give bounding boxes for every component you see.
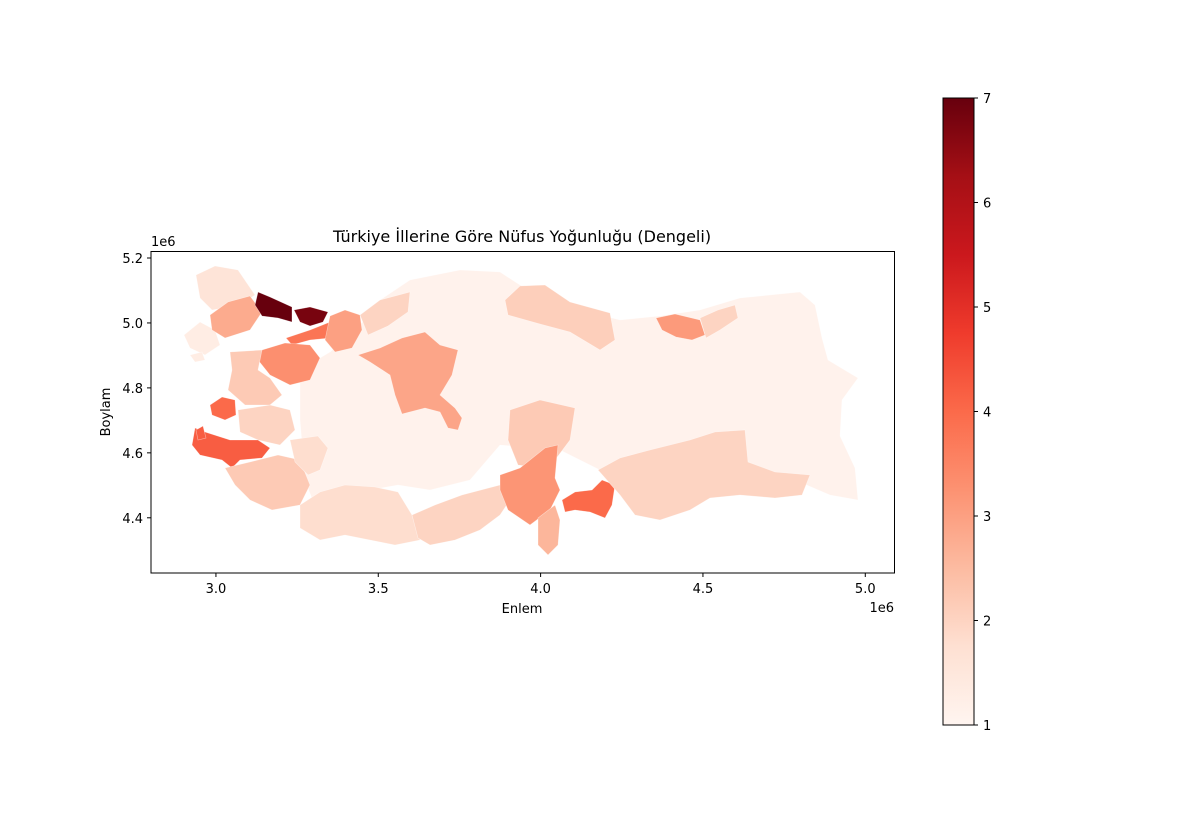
colorbar-tick-label: 2 bbox=[983, 615, 991, 630]
region-istanbul-east bbox=[293, 306, 329, 327]
colorbar-tick-label: 3 bbox=[983, 510, 991, 525]
region-gaziantep bbox=[561, 479, 616, 519]
x-tick-label: 4.0 bbox=[530, 582, 551, 597]
colorbar-ticks: 1 2 3 4 5 6 7 bbox=[974, 92, 991, 734]
colorbar-gradient bbox=[942, 97, 975, 726]
y-tick-label: 4.8 bbox=[122, 382, 143, 397]
y-axis-label: Boylam bbox=[99, 388, 114, 437]
x-tick-label: 3.5 bbox=[368, 582, 389, 597]
region-izmir bbox=[191, 427, 271, 469]
y-tick-label: 5.0 bbox=[122, 317, 143, 332]
y-offset-label: 1e6 bbox=[151, 235, 176, 250]
y-tick-label: 5.2 bbox=[122, 252, 143, 267]
y-tick-label: 4.6 bbox=[122, 447, 143, 462]
region-izmir-north bbox=[209, 396, 237, 421]
region-trabzon bbox=[655, 313, 706, 341]
x-axis-label: Enlem bbox=[502, 602, 543, 617]
province-regions bbox=[183, 265, 859, 556]
region-rize bbox=[699, 304, 739, 339]
region-duzce-bolu bbox=[359, 291, 411, 336]
region-istanbul-west bbox=[254, 291, 293, 323]
region-adana bbox=[499, 444, 561, 526]
region-bursa bbox=[257, 342, 321, 386]
colorbar-tick-label: 6 bbox=[983, 197, 991, 212]
region-mersin bbox=[411, 484, 511, 546]
y-tick-label: 4.4 bbox=[122, 512, 143, 527]
region-sakarya bbox=[324, 309, 363, 353]
region-island-gokceada bbox=[189, 351, 206, 363]
region-antalya bbox=[299, 484, 421, 546]
colorbar-tick-label: 7 bbox=[983, 92, 991, 107]
region-ankara bbox=[357, 331, 463, 431]
region-hatay bbox=[537, 504, 561, 556]
x-tick-label: 5.0 bbox=[855, 582, 876, 597]
y-axis: 4.4 4.6 4.8 5.0 5.2 bbox=[122, 252, 151, 527]
region-samsun bbox=[504, 284, 616, 351]
region-thrace-southwest bbox=[183, 321, 221, 356]
axes-frame bbox=[150, 251, 895, 574]
chart-title: Türkiye İllerine Göre Nüfus Yoğunluğu (D… bbox=[332, 227, 711, 246]
x-tick-label: 3.0 bbox=[206, 582, 227, 597]
x-axis: 3.0 3.5 4.0 4.5 5.0 bbox=[206, 573, 876, 597]
region-manisa bbox=[237, 404, 296, 446]
colorbar-tick-label: 1 bbox=[983, 719, 991, 734]
colorbar: 1 2 3 4 5 6 7 bbox=[942, 92, 991, 734]
colorbar-tick-label: 5 bbox=[983, 301, 991, 316]
region-island-aegean bbox=[195, 425, 207, 441]
region-aegean-south bbox=[224, 454, 311, 511]
x-offset-label: 1e6 bbox=[869, 601, 894, 616]
region-southeast bbox=[597, 429, 811, 521]
x-tick-label: 4.5 bbox=[693, 582, 714, 597]
region-balikesir bbox=[227, 349, 283, 406]
region-denizli bbox=[289, 435, 329, 476]
region-thrace-east bbox=[209, 295, 263, 339]
colorbar-tick-label: 4 bbox=[983, 406, 991, 421]
